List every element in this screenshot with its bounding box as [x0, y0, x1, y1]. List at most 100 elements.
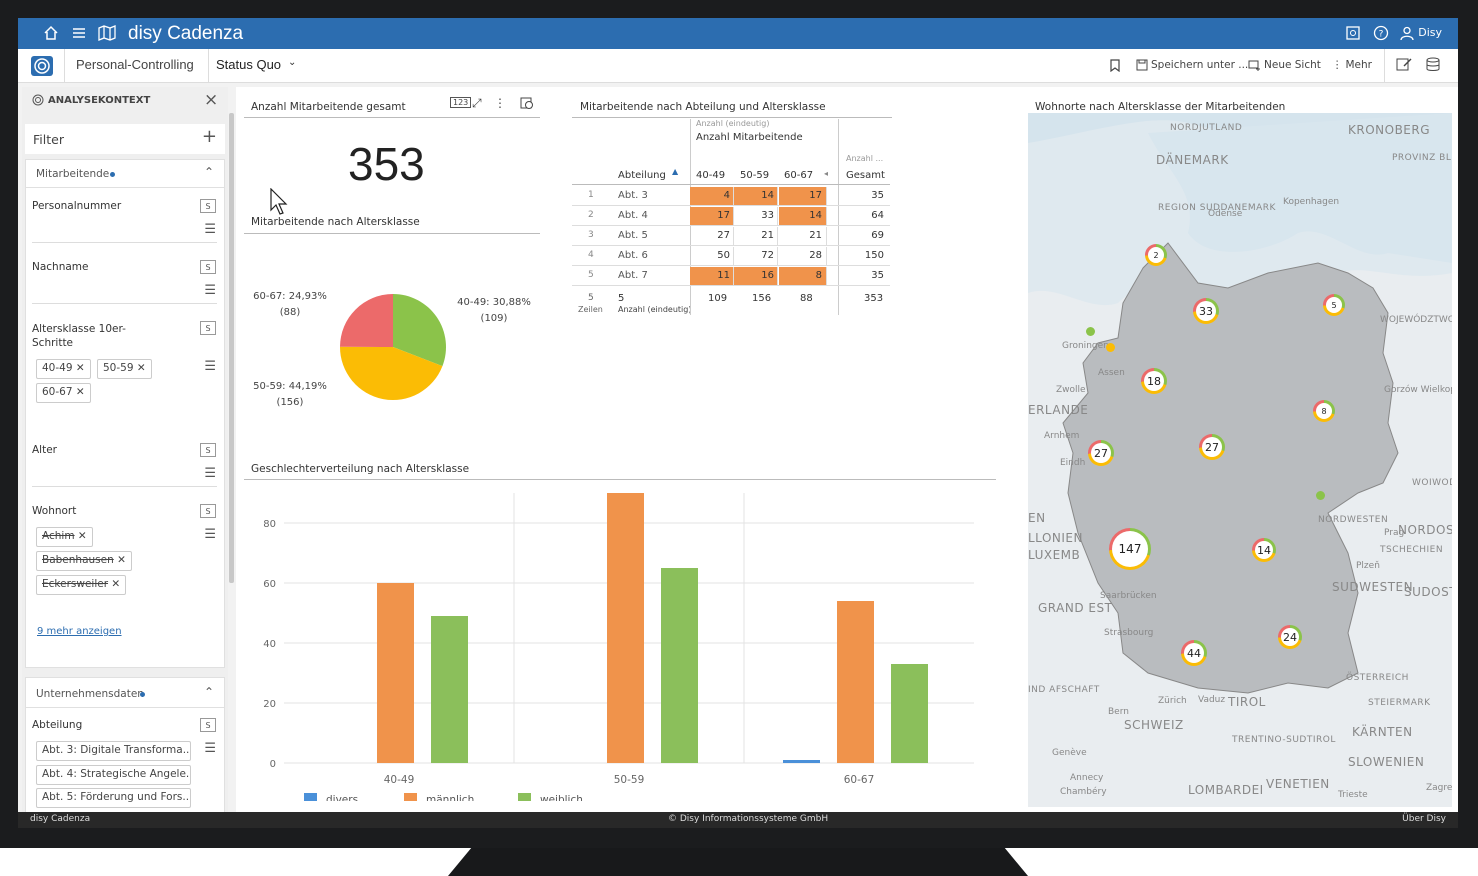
more-button[interactable]: ⋮ Mehr — [1332, 59, 1372, 71]
legend-label-weiblich[interactable]: weiblich — [540, 794, 583, 801]
select-badge[interactable]: S — [200, 504, 216, 518]
cluster-marker[interactable]: 24 — [1278, 625, 1302, 649]
breadcrumb-project[interactable]: Personal-Controlling — [76, 57, 194, 72]
list-icon[interactable]: ☰ — [204, 741, 216, 756]
footer-about-link[interactable]: Über Disy — [1402, 814, 1446, 824]
legend-label-männlich[interactable]: männlich — [426, 794, 474, 801]
database-icon[interactable] — [1426, 57, 1440, 72]
tag-age-50-59[interactable]: 50-59 ✕ — [97, 359, 152, 379]
chevron-up-icon[interactable]: ⌃ — [203, 685, 214, 699]
tag-abteilung-5[interactable]: Abt. 5: Förderung und Fors... ✕ — [36, 788, 191, 808]
cluster-marker[interactable]: 44 — [1181, 640, 1207, 666]
cadenza-logo-icon[interactable] — [30, 55, 54, 80]
cluster-marker[interactable]: 18 — [1141, 368, 1167, 394]
nachname-input[interactable] — [32, 281, 217, 304]
menu-icon[interactable] — [70, 24, 88, 42]
bar-männlich-40-49[interactable] — [377, 583, 414, 763]
list-icon[interactable]: ☰ — [204, 222, 216, 237]
remove-icon[interactable]: ✕ — [75, 386, 85, 398]
col-header-40-49[interactable]: 40-49 — [696, 170, 726, 181]
list-icon[interactable]: ☰ — [204, 527, 216, 542]
remove-icon[interactable]: ✕ — [111, 578, 121, 590]
legend-label-divers[interactable]: divers — [326, 794, 358, 801]
refresh-icon[interactable] — [520, 96, 534, 113]
sort-icon[interactable]: ▲ — [672, 167, 679, 176]
tag-wohnort-eckersweiler[interactable]: Eckersweiler ✕ — [36, 575, 127, 595]
group-header[interactable]: Unternehmensdaten ⌃ — [26, 678, 224, 708]
location-dot[interactable] — [1086, 327, 1095, 336]
chevron-up-icon[interactable]: ⌃ — [203, 165, 214, 179]
legend-swatch-divers[interactable] — [304, 793, 317, 801]
location-dot[interactable] — [1106, 343, 1115, 352]
tag-abteilung-3[interactable]: Abt. 3: Digitale Transforma... ✕ — [36, 741, 191, 761]
cluster-marker[interactable]: 14 — [1252, 538, 1276, 562]
add-filter-icon[interactable]: + — [201, 126, 217, 147]
select-badge[interactable]: S — [200, 443, 216, 457]
map-view[interactable]: NORDJUTLAND KRONOBERG DÄNEMARK PROVINZ BLEK… — [1028, 113, 1452, 807]
tag-age-60-67[interactable]: 60-67 ✕ — [36, 383, 91, 403]
col-header-60-67[interactable]: 60-67 — [784, 170, 814, 181]
cluster-marker[interactable]: 27 — [1199, 434, 1225, 460]
col-header-abteilung[interactable]: Abteilung — [618, 170, 666, 181]
bar-weiblich-50-59[interactable] — [661, 568, 698, 763]
table-row[interactable]: 4 Abt. 6 50 72 28 150 — [572, 246, 890, 266]
pie-slice-60-67[interactable] — [340, 294, 393, 347]
cluster-marker[interactable]: 33 — [1193, 298, 1219, 324]
tag-abteilung-4[interactable]: Abt. 4: Strategische Angele... ✕ — [36, 765, 191, 785]
select-badge[interactable]: S — [200, 321, 216, 335]
tag-age-40-49[interactable]: 40-49 ✕ — [36, 359, 91, 379]
location-dot[interactable] — [1316, 491, 1325, 500]
list-icon[interactable]: ☰ — [204, 359, 216, 374]
new-view-button[interactable]: Neue Sicht — [1248, 59, 1321, 71]
select-badge[interactable]: S — [200, 718, 216, 732]
cluster-marker[interactable]: 8 — [1313, 400, 1335, 422]
user-name[interactable]: Disy — [1418, 26, 1442, 39]
pie-slice-50-59[interactable] — [340, 346, 443, 400]
help-icon[interactable]: ? — [1372, 24, 1390, 42]
user-icon[interactable] — [1398, 24, 1416, 42]
col-header-50-59[interactable]: 50-59 — [740, 170, 770, 181]
bookmark-icon[interactable] — [1110, 59, 1120, 72]
map-icon[interactable] — [98, 24, 116, 42]
remove-icon[interactable]: ✕ — [77, 530, 87, 542]
col-header-total[interactable]: Gesamt — [846, 170, 885, 181]
legend-swatch-weiblich[interactable] — [518, 793, 531, 801]
workspace-icon[interactable] — [1344, 24, 1362, 42]
remove-icon[interactable]: ✕ — [117, 554, 126, 566]
table-row[interactable]: 1 Abt. 3 4 14 17 35 — [572, 186, 890, 206]
tag-wohnort-achim[interactable]: Achim ✕ — [36, 527, 93, 547]
cluster-marker[interactable]: 147 — [1109, 528, 1151, 570]
edit-icon[interactable] — [1396, 57, 1412, 71]
bar-weiblich-60-67[interactable] — [891, 664, 928, 763]
table-row[interactable]: 3 Abt. 5 27 21 21 69 — [572, 226, 890, 246]
sidebar-scrollbar[interactable] — [229, 113, 234, 583]
tag-wohnort-babenhausen[interactable]: Babenhausen ✕ — [36, 551, 132, 571]
collapse-icon[interactable]: ◂ — [824, 169, 829, 178]
bar-divers-60-67[interactable] — [783, 760, 820, 763]
group-header[interactable]: Mitarbeitende ⌃ — [26, 160, 224, 188]
bar-weiblich-40-49[interactable] — [431, 616, 468, 763]
pie-slice-40-49[interactable] — [393, 294, 446, 367]
select-badge[interactable]: S — [200, 199, 216, 213]
list-icon[interactable]: ☰ — [204, 466, 216, 481]
chevron-down-icon[interactable]: ⌄ — [288, 57, 297, 68]
more-vert-icon[interactable]: ⋮ — [494, 96, 506, 110]
bar-männlich-60-67[interactable] — [837, 601, 874, 763]
show-more-link[interactable]: 9 mehr anzeigen — [37, 626, 122, 637]
bar-männlich-50-59[interactable] — [607, 493, 644, 763]
number-format-icon[interactable]: 123 — [450, 97, 472, 108]
list-icon[interactable]: ☰ — [204, 283, 216, 298]
save-as-button[interactable]: Speichern unter ... — [1136, 59, 1248, 71]
table-row[interactable]: 2 Abt. 4 17 33 14 64 — [572, 206, 890, 226]
remove-icon[interactable]: ✕ — [136, 362, 146, 374]
cluster-marker[interactable]: 27 — [1088, 440, 1114, 466]
breadcrumb-view[interactable]: Status Quo — [216, 57, 282, 72]
personalnummer-input[interactable] — [32, 220, 217, 243]
alter-input[interactable] — [32, 464, 217, 487]
legend-swatch-männlich[interactable] — [404, 793, 417, 801]
cluster-marker[interactable]: 2 — [1145, 244, 1167, 266]
table-row[interactable]: 5 Abt. 7 11 16 8 35 — [572, 266, 890, 286]
expand-icon[interactable]: ⤢ — [472, 96, 482, 110]
home-icon[interactable] — [42, 24, 60, 42]
close-icon[interactable]: × — [204, 90, 219, 110]
